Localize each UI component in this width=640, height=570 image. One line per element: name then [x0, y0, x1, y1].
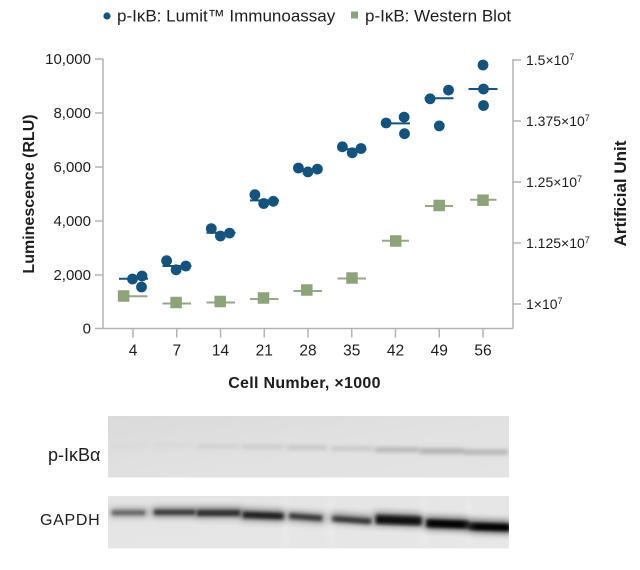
svg-text:4,000: 4,000: [53, 213, 91, 230]
svg-text:35: 35: [343, 343, 360, 360]
svg-text:1.25×107: 1.25×107: [526, 174, 582, 190]
svg-text:p-IκB: Lumit™ Immunoassay: p-IκB: Lumit™ Immunoassay: [117, 7, 336, 26]
svg-text:49: 49: [431, 343, 448, 360]
svg-text:14: 14: [212, 343, 230, 360]
svg-text:8,000: 8,000: [53, 105, 91, 122]
svg-text:10,000: 10,000: [45, 51, 91, 68]
svg-text:28: 28: [299, 343, 316, 360]
svg-text:1.5×107: 1.5×107: [526, 52, 574, 68]
svg-text:Cell Number, ×1000: Cell Number, ×1000: [228, 375, 381, 392]
svg-text:Luminescence (RLU): Luminescence (RLU): [21, 114, 38, 273]
svg-text:7: 7: [172, 343, 181, 360]
svg-text:42: 42: [387, 343, 404, 360]
svg-text:56: 56: [474, 343, 491, 360]
svg-text:p-IκB: Western Blot: p-IκB: Western Blot: [365, 7, 511, 26]
svg-text:0: 0: [83, 321, 91, 338]
svg-text:1.375×107: 1.375×107: [526, 113, 590, 129]
svg-text:6,000: 6,000: [53, 159, 91, 176]
svg-text:1.125×107: 1.125×107: [526, 235, 590, 251]
svg-text:Artificial Unit: Artificial Unit: [611, 140, 630, 246]
svg-text:p-IκBα: p-IκBα: [48, 445, 100, 465]
svg-text:1×107: 1×107: [526, 296, 563, 312]
svg-text:21: 21: [256, 343, 273, 360]
svg-text:4: 4: [129, 343, 138, 360]
svg-text:GAPDH: GAPDH: [40, 512, 100, 529]
svg-text:2,000: 2,000: [53, 267, 91, 284]
